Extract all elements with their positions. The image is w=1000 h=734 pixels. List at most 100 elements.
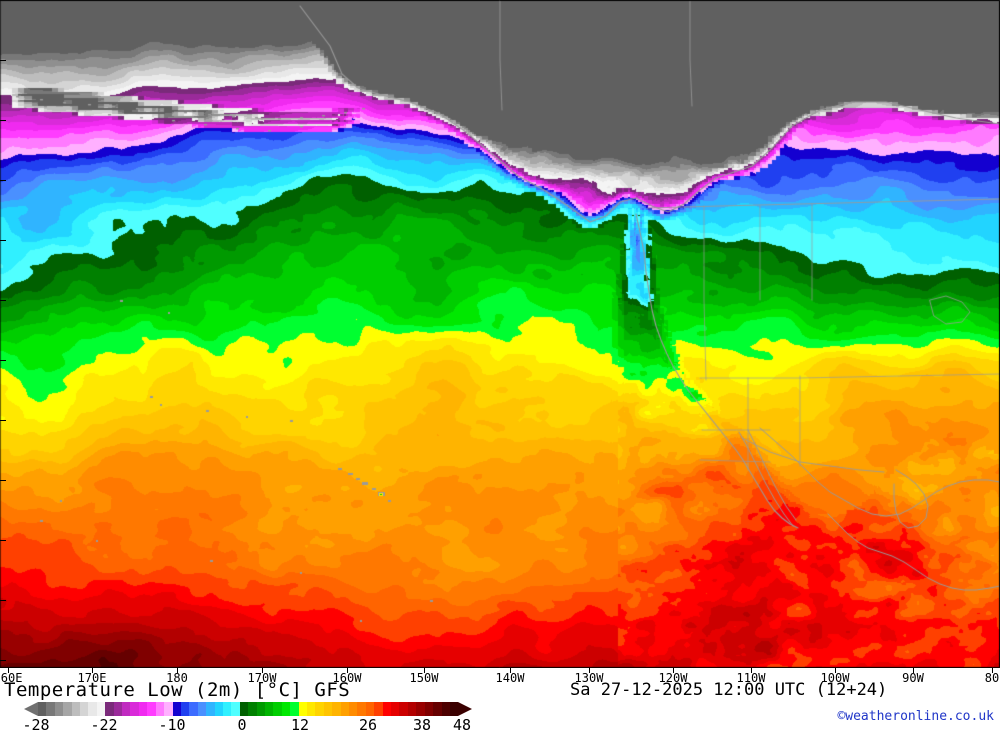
colorbar-swatch xyxy=(416,702,425,716)
colorbar-tick-label: -22 xyxy=(90,716,118,734)
longitude-tick xyxy=(92,668,93,673)
longitude-tick-label: 80 xyxy=(984,671,1000,685)
longitude-tick xyxy=(835,668,836,673)
colorbar-swatch xyxy=(197,702,207,716)
colorbar-swatch xyxy=(264,702,274,716)
latitude-axis xyxy=(0,0,8,668)
colorbar-swatch xyxy=(273,702,282,716)
colorbar-swatch xyxy=(180,702,190,716)
colorbar-swatch xyxy=(357,702,366,716)
colorbar-swatches xyxy=(38,702,459,716)
colorbar-swatch xyxy=(290,702,299,716)
colorbar-swatch xyxy=(113,702,123,716)
colorbar-swatch xyxy=(407,702,417,716)
colorbar-swatch xyxy=(88,702,97,716)
latitude-tick xyxy=(0,360,6,361)
longitude-tick-label: 150W xyxy=(409,671,439,685)
longitude-tick-label: 160E xyxy=(0,671,23,685)
longitude-tick xyxy=(913,668,914,673)
longitude-tick-label: 90W xyxy=(902,671,924,685)
longitude-tick-label: 170E xyxy=(77,671,107,685)
temperature-contour-map[interactable] xyxy=(0,0,1000,668)
latitude-tick xyxy=(0,420,6,421)
longitude-tick xyxy=(751,668,752,673)
map-panel[interactable] xyxy=(0,0,1000,668)
colorbar-swatch xyxy=(80,702,89,716)
latitude-tick xyxy=(0,660,6,661)
run-datetime-label: Sa 27-12-2025 12:00 UTC (12+24) xyxy=(570,680,888,700)
colorbar-swatch xyxy=(349,702,358,716)
colorbar-tick-label: 26 xyxy=(358,716,378,734)
colorbar-swatch xyxy=(298,702,307,716)
longitude-tick xyxy=(347,668,348,673)
colorbar-tick-label: 0 xyxy=(237,716,247,734)
longitude-tick xyxy=(177,668,178,673)
color-scale-legend: -28 -22 -10 0 12 26 38 48 xyxy=(0,701,1000,734)
colorbar-swatch xyxy=(399,702,408,716)
colorbar-swatch xyxy=(46,702,55,716)
colorbar-swatch xyxy=(63,702,72,716)
colorbar-swatch xyxy=(281,702,291,716)
longitude-tick-label: 160W xyxy=(332,671,362,685)
colorbar-tick-label: 38 xyxy=(412,716,432,734)
colorbar-swatch xyxy=(374,702,383,716)
colorbar-swatch xyxy=(307,702,316,716)
latitude-tick xyxy=(0,60,6,61)
longitude-tick-label: 130W xyxy=(574,671,604,685)
colorbar-tick-label: -10 xyxy=(158,716,186,734)
latitude-tick xyxy=(0,600,6,601)
latitude-tick xyxy=(0,180,6,181)
colorbar-swatch xyxy=(256,702,265,716)
colorbar-swatch xyxy=(54,702,64,716)
longitude-tick-label: 120W xyxy=(658,671,688,685)
longitude-tick-label: 170W xyxy=(247,671,277,685)
longitude-tick xyxy=(424,668,425,673)
colorbar-swatch xyxy=(239,702,249,716)
colorbar-swatch xyxy=(189,702,198,716)
colorbar-swatch xyxy=(122,702,131,716)
colorbar-high-extend-arrow xyxy=(458,702,472,716)
colorbar-swatch xyxy=(424,702,434,716)
latitude-tick xyxy=(0,120,6,121)
colorbar-swatch xyxy=(449,702,459,716)
title-row: Temperature Low (2m) [°C] GFS Sa 27-12-2… xyxy=(0,679,1000,701)
longitude-axis: 160E 170E 180 170W 160W 150W 140W 130W 120W 110W 1… xyxy=(0,668,1000,685)
colorbar-swatch xyxy=(323,702,333,716)
colorbar-swatch xyxy=(38,702,47,716)
latitude-tick xyxy=(0,240,6,241)
colorbar[interactable] xyxy=(24,702,472,716)
colorbar-swatch xyxy=(214,702,223,716)
colorbar-swatch xyxy=(164,702,173,716)
longitude-tick xyxy=(8,668,9,673)
colorbar-swatch xyxy=(391,702,400,716)
page-title: Temperature Low (2m) [°C] GFS xyxy=(4,679,351,701)
colorbar-swatch xyxy=(105,702,114,716)
colorbar-swatch xyxy=(433,702,442,716)
longitude-tick xyxy=(992,668,993,673)
longitude-tick xyxy=(262,668,263,673)
watermark: ©weatheronline.co.uk xyxy=(837,709,994,724)
colorbar-swatch xyxy=(96,702,106,716)
colorbar-tick-label: 12 xyxy=(290,716,310,734)
longitude-tick xyxy=(510,668,511,673)
colorbar-swatch xyxy=(332,702,341,716)
longitude-tick xyxy=(589,668,590,673)
colorbar-swatch xyxy=(222,702,232,716)
colorbar-swatch xyxy=(365,702,375,716)
colorbar-swatch xyxy=(130,702,139,716)
colorbar-swatch xyxy=(155,702,165,716)
colorbar-swatch xyxy=(441,702,450,716)
latitude-tick xyxy=(0,480,6,481)
colorbar-swatch xyxy=(315,702,324,716)
colorbar-low-extend-arrow xyxy=(24,702,38,716)
longitude-tick-label: 100W xyxy=(820,671,850,685)
colorbar-tick-label: 48 xyxy=(452,716,472,734)
latitude-tick xyxy=(0,300,6,301)
longitude-tick-label: 110W xyxy=(736,671,766,685)
colorbar-swatch xyxy=(248,702,257,716)
longitude-tick-label: 180 xyxy=(166,671,188,685)
colorbar-swatch xyxy=(71,702,81,716)
colorbar-swatch xyxy=(382,702,392,716)
colorbar-swatch xyxy=(172,702,181,716)
latitude-tick xyxy=(0,540,6,541)
